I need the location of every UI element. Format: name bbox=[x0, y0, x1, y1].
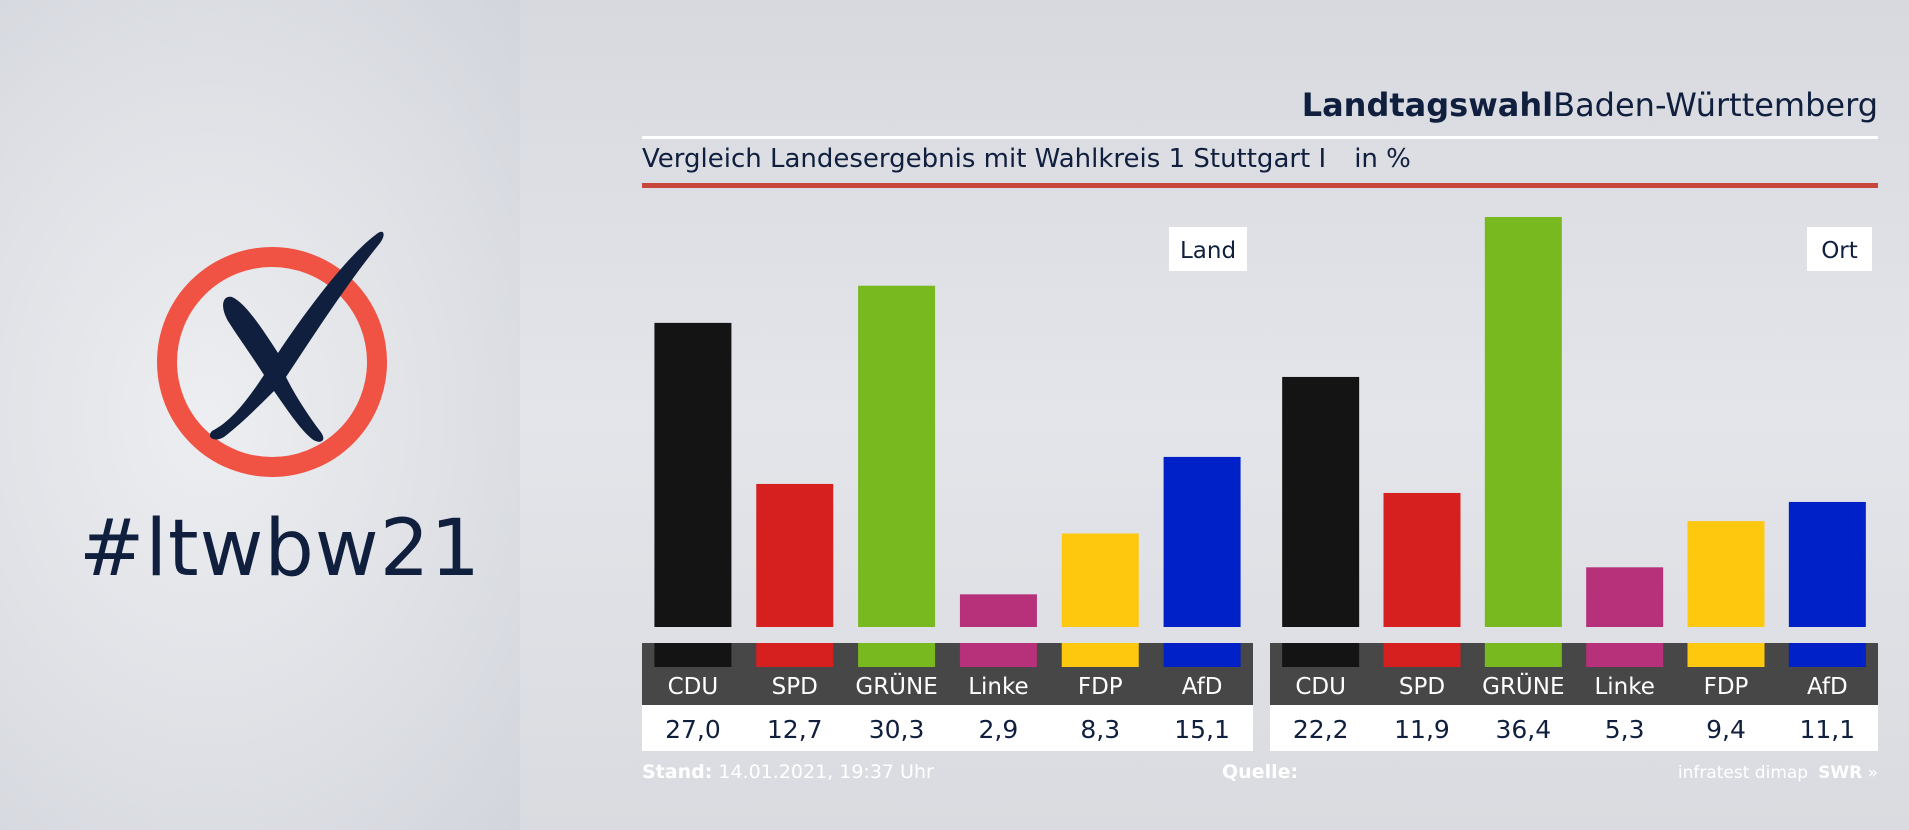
tick-label: GRÜNE bbox=[855, 672, 937, 700]
bar-afd bbox=[1788, 501, 1866, 627]
tick-label: Linke bbox=[1594, 674, 1654, 700]
value-row bbox=[642, 705, 1253, 751]
bar-stub-fdp bbox=[1061, 643, 1139, 667]
data-label: 2,9 bbox=[979, 715, 1019, 744]
panel-title: Land bbox=[1180, 238, 1236, 264]
title-rule bbox=[642, 136, 1878, 139]
logo-cross-icon bbox=[209, 231, 384, 442]
chevron-right-icon: » bbox=[1862, 763, 1878, 783]
source-label: infratest dimap bbox=[1677, 763, 1809, 783]
data-label: 11,9 bbox=[1394, 715, 1450, 744]
bar-linke bbox=[1586, 567, 1664, 627]
panel-title-box bbox=[1807, 227, 1872, 271]
data-label: 30,3 bbox=[869, 715, 925, 744]
tick-label: FDP bbox=[1078, 674, 1123, 700]
footer-quelle: Quelle: bbox=[1222, 761, 1298, 783]
bar-cdu bbox=[654, 322, 732, 627]
data-label: 15,1 bbox=[1174, 715, 1230, 744]
hashtag: #ltwbw21 bbox=[79, 504, 481, 594]
bar-stub-grüne bbox=[1484, 643, 1562, 667]
panel-title: Ort bbox=[1821, 238, 1858, 264]
data-label: 11,1 bbox=[1799, 715, 1855, 744]
stand-label: Stand: bbox=[642, 761, 713, 783]
data-label: 12,7 bbox=[767, 715, 823, 744]
unit-label: in % bbox=[1354, 144, 1411, 174]
tick-label: FDP bbox=[1704, 674, 1749, 700]
tick-label: CDU bbox=[668, 674, 719, 700]
subtitle-rule bbox=[642, 183, 1878, 188]
bar-stub-spd bbox=[756, 643, 834, 667]
data-label: 27,0 bbox=[665, 715, 721, 744]
title-regular: Baden-Württemberg bbox=[1553, 86, 1878, 124]
tick-label: SPD bbox=[772, 674, 818, 700]
bar-stub-linke bbox=[1586, 643, 1664, 667]
bar-grüne bbox=[858, 285, 936, 627]
bar-linke bbox=[959, 594, 1037, 627]
bar-stub-linke bbox=[959, 643, 1037, 667]
quelle-label: Quelle: bbox=[1222, 761, 1299, 783]
bar-fdp bbox=[1687, 521, 1765, 627]
tick-label: SPD bbox=[1399, 674, 1445, 700]
bar-cdu bbox=[1282, 376, 1360, 627]
data-label: 36,4 bbox=[1495, 715, 1551, 744]
page-title: LandtagswahlBaden-Württemberg bbox=[1302, 86, 1878, 124]
panel-title-box bbox=[1169, 227, 1247, 271]
label-strip bbox=[642, 643, 1253, 705]
stand-value: 14.01.2021, 19:37 Uhr bbox=[718, 761, 934, 783]
bar-fdp bbox=[1061, 533, 1139, 627]
tick-label: AfD bbox=[1807, 674, 1848, 700]
footer-stand: Stand: 14.01.2021, 19:37 Uhr bbox=[642, 761, 934, 783]
tick-label: CDU bbox=[1295, 674, 1346, 700]
data-label: 5,3 bbox=[1605, 715, 1645, 744]
bar-spd bbox=[1383, 492, 1461, 627]
left-panel bbox=[0, 0, 520, 830]
chart-subtitle: Vergleich Landesergebnis mit Wahlkreis 1… bbox=[642, 144, 1411, 174]
broadcaster-logo: SWR bbox=[1818, 763, 1863, 783]
tick-label: AfD bbox=[1182, 674, 1223, 700]
bar-spd bbox=[756, 483, 834, 627]
data-label: 22,2 bbox=[1293, 715, 1349, 744]
data-label: 8,3 bbox=[1080, 715, 1120, 744]
ballot-cross-logo bbox=[157, 231, 387, 477]
bar-stub-cdu bbox=[654, 643, 732, 667]
logo-circle-icon bbox=[157, 247, 387, 477]
title-bold: Landtagswahl bbox=[1301, 86, 1554, 124]
bar-grüne bbox=[1484, 217, 1562, 627]
tick-label: GRÜNE bbox=[1482, 672, 1564, 700]
bar-stub-fdp bbox=[1687, 643, 1765, 667]
bar-stub-grüne bbox=[858, 643, 936, 667]
bar-stub-afd bbox=[1788, 643, 1866, 667]
bar-stub-spd bbox=[1383, 643, 1461, 667]
label-strip bbox=[1270, 643, 1878, 705]
tick-label: Linke bbox=[968, 674, 1028, 700]
data-label: 9,4 bbox=[1706, 715, 1746, 744]
bar-afd bbox=[1163, 456, 1241, 627]
value-row bbox=[1270, 705, 1878, 751]
footer-source: infratest dimap SWR » bbox=[1678, 763, 1878, 783]
subtitle-text: Vergleich Landesergebnis mit Wahlkreis 1… bbox=[642, 144, 1327, 174]
bar-stub-afd bbox=[1163, 643, 1241, 667]
bar-stub-cdu bbox=[1282, 643, 1360, 667]
